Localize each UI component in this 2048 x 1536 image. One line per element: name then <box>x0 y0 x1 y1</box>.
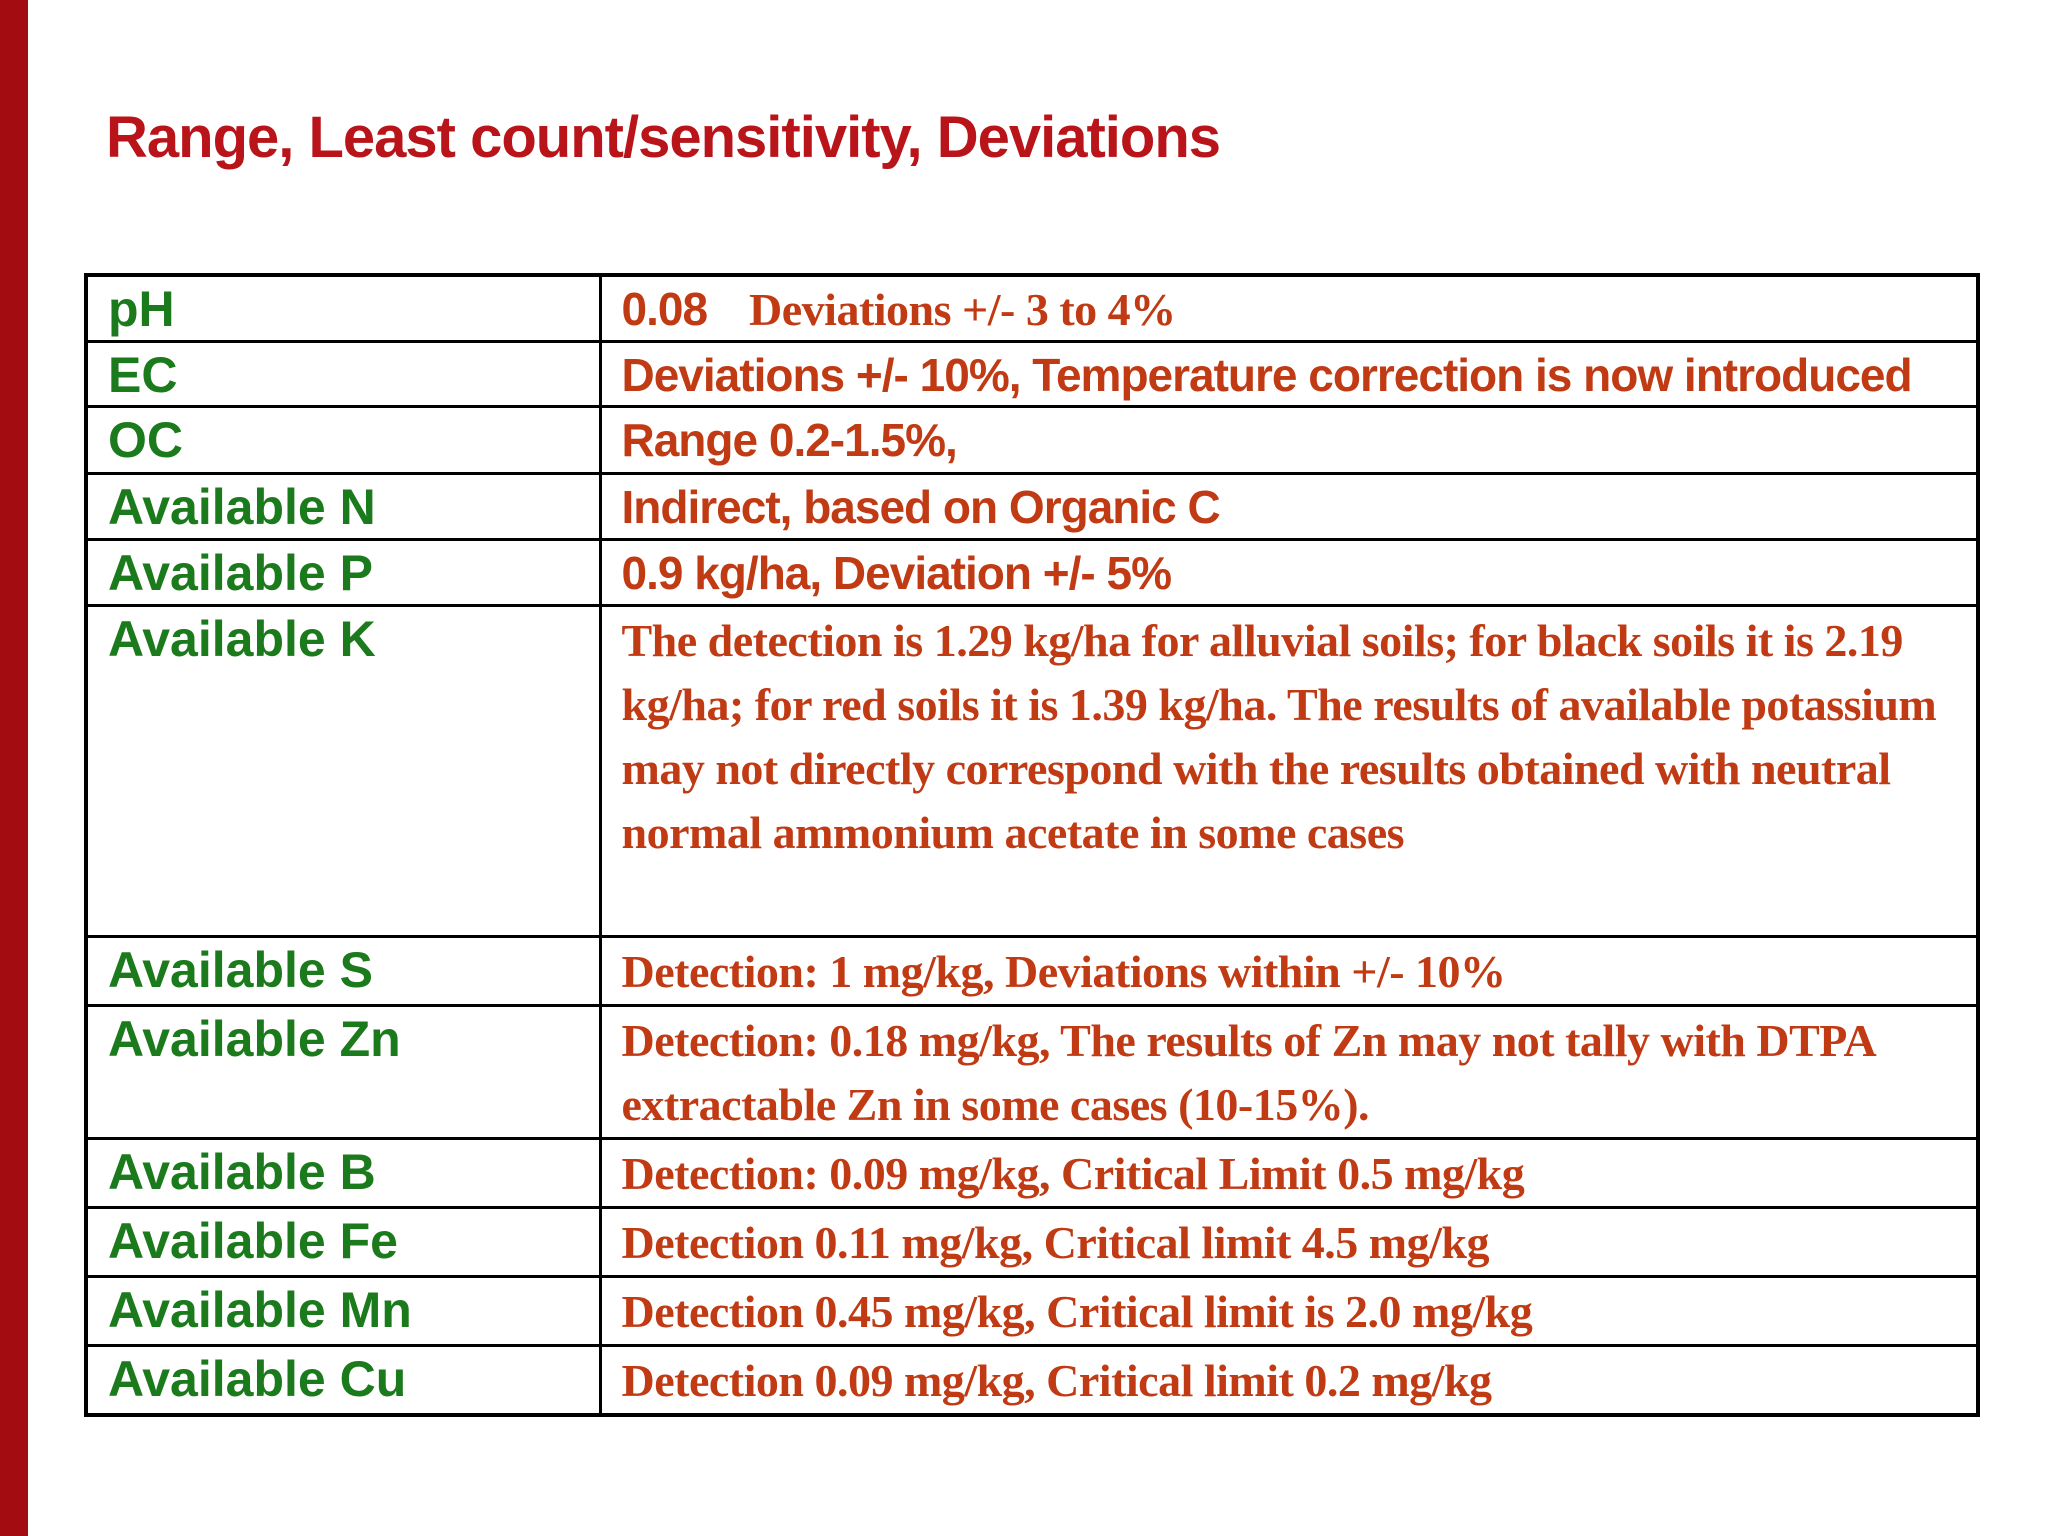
slide-title: Range, Least count/sensitivity, Deviatio… <box>106 105 1221 170</box>
row-label: Available B <box>84 1137 602 1209</box>
row-label: Available Mn <box>84 1275 602 1347</box>
row-value: The detection is 1.29 kg/ha for alluvial… <box>598 604 1980 938</box>
row-label: EC <box>84 340 602 408</box>
row-value: 0.08 Deviations +/- 3 to 4% <box>598 273 1980 343</box>
row-label: Available S <box>84 935 602 1007</box>
value-text: Deviations +/- 3 to 4% <box>749 284 1176 335</box>
row-value: 0.9 kg/ha, Deviation +/- 5% <box>598 538 1980 607</box>
row-value: Range 0.2-1.5%, <box>598 405 1980 475</box>
row-value: Detection 0.09 mg/kg, Critical limit 0.2… <box>598 1344 1980 1417</box>
table-row-available-mn: Available Mn Detection 0.45 mg/kg, Criti… <box>84 1275 1980 1347</box>
row-value: Detection: 1 mg/kg, Deviations within +/… <box>598 935 1980 1007</box>
left-accent-bar <box>0 0 28 1536</box>
row-label: OC <box>84 405 602 475</box>
row-value: Indirect, based on Organic C <box>598 472 1980 541</box>
value-number: 0.08 <box>621 283 709 335</box>
table-row-available-b: Available B Detection: 0.09 mg/kg, Criti… <box>84 1137 1980 1209</box>
table-row-available-p: Available P 0.9 kg/ha, Deviation +/- 5% <box>84 538 1980 607</box>
row-value: Detection: 0.18 mg/kg, The results of Zn… <box>598 1004 1980 1140</box>
row-label: Available N <box>84 472 602 541</box>
row-label: Available P <box>84 538 602 607</box>
row-label: Available K <box>84 604 602 938</box>
table-row-ph: pH 0.08 Deviations +/- 3 to 4% <box>84 273 1980 343</box>
row-label: Available Fe <box>84 1206 602 1278</box>
row-label: Available Cu <box>84 1344 602 1417</box>
row-label: Available Zn <box>84 1004 602 1140</box>
row-value: Detection 0.11 mg/kg, Critical limit 4.5… <box>598 1206 1980 1278</box>
table-row-available-n: Available N Indirect, based on Organic C <box>84 472 1980 541</box>
row-label: pH <box>84 273 602 343</box>
table-row-available-fe: Available Fe Detection 0.11 mg/kg, Criti… <box>84 1206 1980 1278</box>
parameters-table: pH 0.08 Deviations +/- 3 to 4% EC Deviati… <box>84 273 1980 1417</box>
row-value: Deviations +/- 10%, Temperature correcti… <box>598 340 1980 408</box>
table-row-available-k: Available K The detection is 1.29 kg/ha … <box>84 604 1980 938</box>
table-row-available-cu: Available Cu Detection 0.09 mg/kg, Criti… <box>84 1344 1980 1417</box>
table-row-ec: EC Deviations +/- 10%, Temperature corre… <box>84 340 1980 408</box>
row-value: Detection 0.45 mg/kg, Critical limit is … <box>598 1275 1980 1347</box>
table-row-available-zn: Available Zn Detection: 0.18 mg/kg, The … <box>84 1004 1980 1140</box>
table-row-available-s: Available S Detection: 1 mg/kg, Deviatio… <box>84 935 1980 1007</box>
row-value: Detection: 0.09 mg/kg, Critical Limit 0.… <box>598 1137 1980 1209</box>
table-row-oc: OC Range 0.2-1.5%, <box>84 405 1980 475</box>
